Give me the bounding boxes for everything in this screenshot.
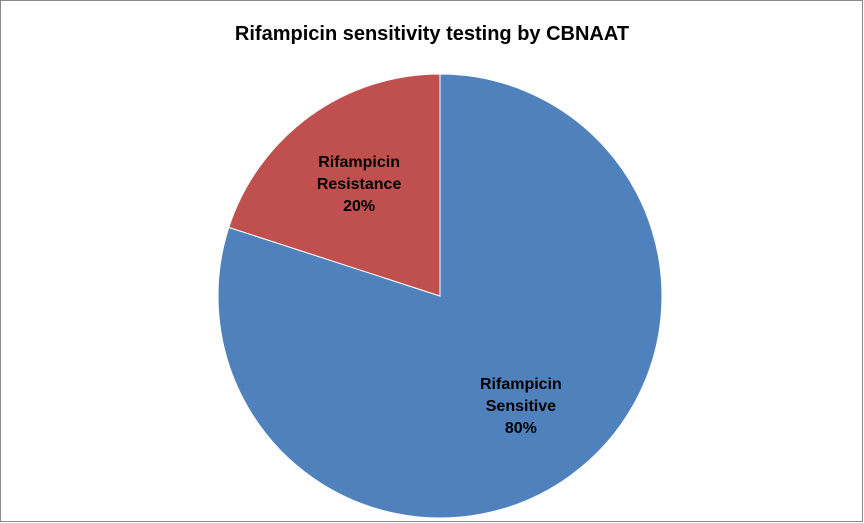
slice-value-label: 80% bbox=[504, 420, 537, 438]
slice-label: Rifampicin Resistance 20% bbox=[304, 152, 414, 218]
pie-slice bbox=[228, 73, 441, 297]
chart-title: Rifampicin sensitivity testing by CBNAAT bbox=[235, 23, 629, 45]
slice-label: Rifampicin Sensitive 80% bbox=[466, 374, 576, 440]
slice-value-label: 20% bbox=[343, 197, 376, 215]
slice-category: Rifampicin Resistance bbox=[316, 153, 402, 193]
slice-category: Rifampicin Sensitive bbox=[479, 376, 562, 416]
